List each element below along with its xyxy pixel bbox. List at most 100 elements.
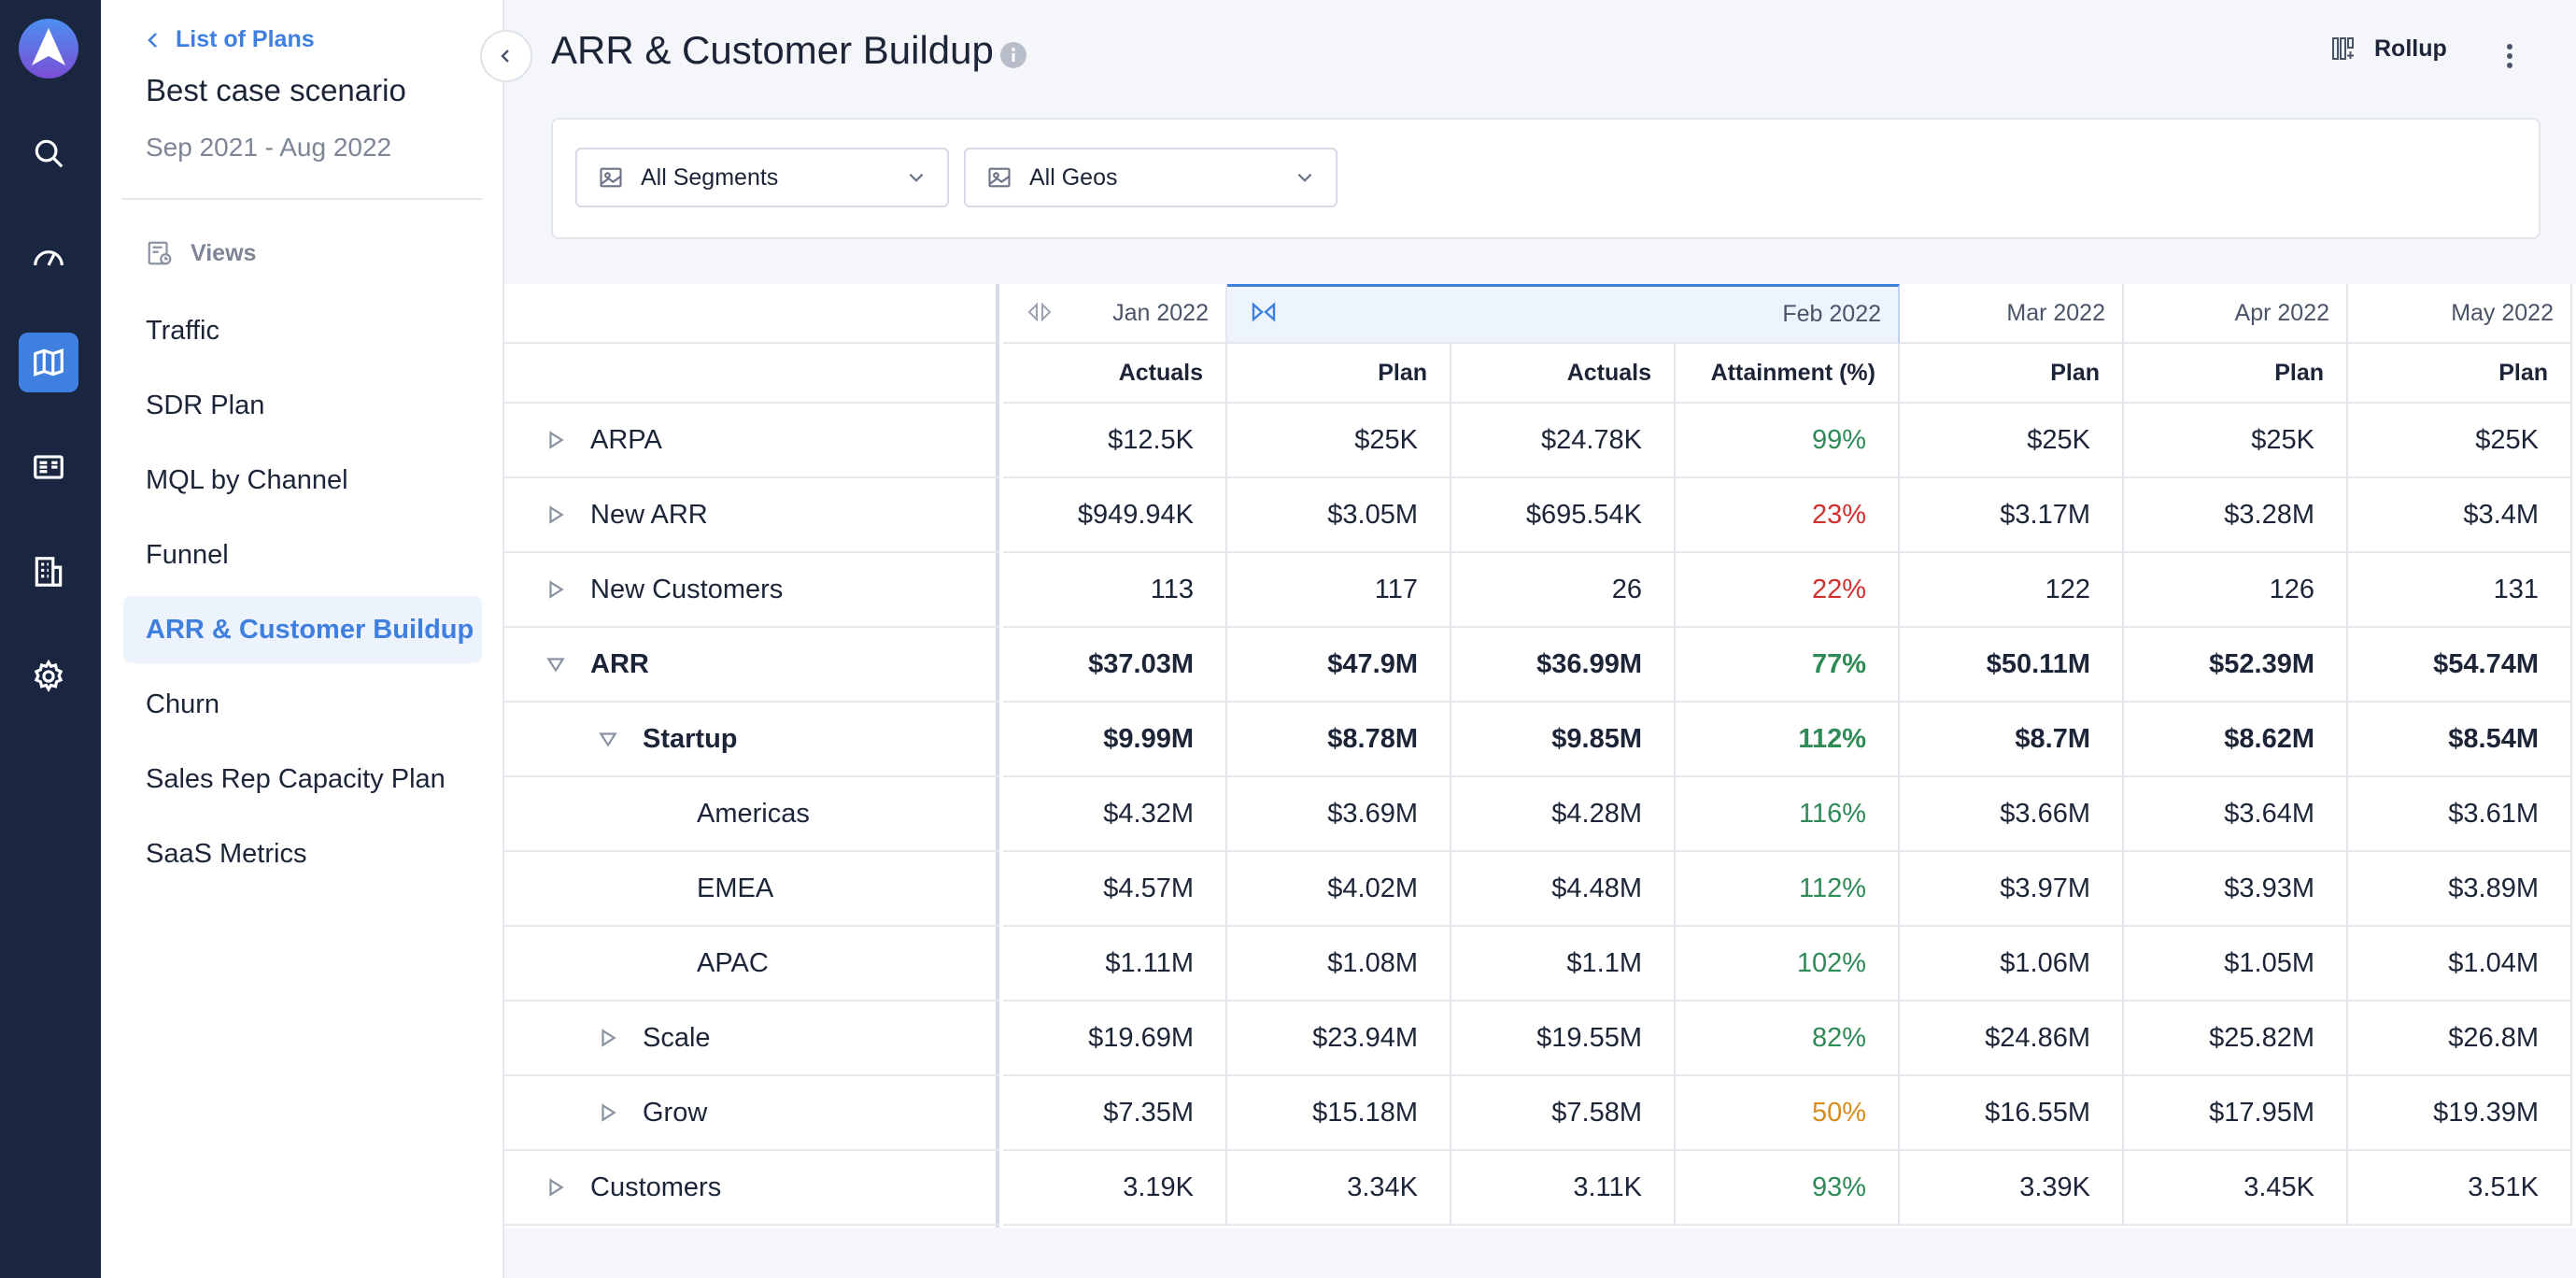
view-item-mql-by-channel[interactable]: MQL by Channel [146,464,348,495]
table-cell[interactable]: $17.95M [2124,1076,2348,1151]
expand-triangle-icon[interactable] [598,1102,618,1123]
table-row-label[interactable]: Startup [504,703,999,777]
table-cell[interactable]: $3.69M [1227,777,1451,852]
building-icon[interactable] [19,542,78,602]
table-cell[interactable]: $8.78M [1227,703,1451,777]
table-cell[interactable]: 122 [1900,553,2124,628]
table-cell[interactable]: $7.58M [1451,1076,1676,1151]
table-cell[interactable]: 22% [1676,553,1900,628]
view-item-churn[interactable]: Churn [146,689,219,719]
table-cell[interactable]: $26.8M [2348,1001,2572,1076]
table-cell[interactable]: $4.28M [1451,777,1676,852]
table-cell[interactable]: $25K [2124,404,2348,478]
table-cell[interactable]: 3.51K [2348,1151,2572,1226]
table-cell[interactable]: 3.19K [1003,1151,1227,1226]
month-header[interactable]: Apr 2022 [2124,284,2348,344]
table-cell[interactable]: 82% [1676,1001,1900,1076]
table-cell[interactable]: $1.04M [2348,927,2572,1001]
expand-triangle-icon[interactable] [545,504,566,525]
table-cell[interactable]: 3.45K [2124,1151,2348,1226]
table-cell[interactable]: $3.05M [1227,478,1451,553]
back-to-plans-link[interactable]: List of Plans [144,26,315,53]
gear-icon[interactable] [19,646,78,706]
table-cell[interactable]: 3.39K [1900,1151,2124,1226]
expand-triangle-icon[interactable] [598,1028,618,1048]
table-row-label[interactable]: Americas [504,777,999,852]
table-row-label[interactable]: EMEA [504,852,999,927]
scroll-columns-icon[interactable] [1026,301,1054,323]
table-row-label[interactable]: ARPA [504,404,999,478]
table-cell[interactable]: $19.55M [1451,1001,1676,1076]
column-header[interactable]: Plan [1227,344,1451,404]
table-cell[interactable]: $3.61M [2348,777,2572,852]
collapse-sidebar-button[interactable] [480,30,532,82]
map-icon[interactable] [19,333,78,392]
table-cell[interactable]: $1.06M [1900,927,2124,1001]
table-cell[interactable]: $1.1M [1451,927,1676,1001]
expand-triangle-icon[interactable] [545,430,566,450]
table-cell[interactable]: 26 [1451,553,1676,628]
column-header[interactable]: Actuals [1003,344,1227,404]
logo-icon[interactable] [17,17,80,80]
table-cell[interactable]: 3.11K [1451,1151,1676,1226]
table-cell[interactable]: $3.17M [1900,478,2124,553]
column-header[interactable]: Plan [2124,344,2348,404]
column-header[interactable]: Attainment (%) [1676,344,1900,404]
table-cell[interactable]: $9.99M [1003,703,1227,777]
table-cell[interactable]: $4.32M [1003,777,1227,852]
table-cell[interactable]: 126 [2124,553,2348,628]
table-row-label[interactable]: New ARR [504,478,999,553]
table-cell[interactable]: $9.85M [1451,703,1676,777]
search-icon[interactable] [19,123,78,183]
table-cell[interactable]: $4.02M [1227,852,1451,927]
table-cell[interactable]: $19.39M [2348,1076,2572,1151]
table-cell[interactable]: 99% [1676,404,1900,478]
table-cell[interactable]: $3.64M [2124,777,2348,852]
table-cell[interactable]: $23.94M [1227,1001,1451,1076]
table-row-label[interactable]: Scale [504,1001,999,1076]
table-cell[interactable]: $8.54M [2348,703,2572,777]
column-header[interactable]: Actuals [1451,344,1676,404]
table-cell[interactable]: $3.93M [2124,852,2348,927]
table-row-label[interactable]: APAC [504,927,999,1001]
table-cell[interactable]: 131 [2348,553,2572,628]
table-cell[interactable]: $7.35M [1003,1076,1227,1151]
view-item-funnel[interactable]: Funnel [146,539,229,570]
column-header[interactable]: Plan [2348,344,2572,404]
table-cell[interactable]: 117 [1227,553,1451,628]
report-icon[interactable] [19,437,78,497]
table-cell[interactable]: $1.11M [1003,927,1227,1001]
table-cell[interactable]: 113 [1003,553,1227,628]
table-cell[interactable]: $3.4M [2348,478,2572,553]
month-header[interactable]: Jan 2022 [1003,284,1227,344]
dashboard-gauge-icon[interactable] [19,228,78,288]
expand-triangle-icon[interactable] [545,1177,566,1198]
table-row-label[interactable]: Grow [504,1076,999,1151]
rollup-button[interactable]: Rollup [2329,34,2447,64]
table-row-label[interactable]: New Customers [504,553,999,628]
table-cell[interactable]: $4.48M [1451,852,1676,927]
collapse-month-icon[interactable] [1250,301,1278,323]
table-cell[interactable]: $25K [2348,404,2572,478]
table-cell[interactable]: $24.78K [1451,404,1676,478]
view-item-sales-rep-capacity-plan[interactable]: Sales Rep Capacity Plan [146,763,446,794]
table-cell[interactable]: $16.55M [1900,1076,2124,1151]
collapse-triangle-icon[interactable] [598,729,618,749]
more-options-icon[interactable] [2496,34,2524,78]
month-header[interactable]: Feb 2022 [1227,284,1900,344]
table-cell[interactable]: $15.18M [1227,1076,1451,1151]
table-row-label[interactable]: ARR [504,628,999,703]
month-header[interactable]: May 2022 [2348,284,2572,344]
table-cell[interactable]: $24.86M [1900,1001,2124,1076]
table-cell[interactable]: $25.82M [2124,1001,2348,1076]
table-cell[interactable]: $47.9M [1227,628,1451,703]
table-cell[interactable]: $54.74M [2348,628,2572,703]
view-item-saas-metrics[interactable]: SaaS Metrics [146,838,307,869]
segments-dropdown[interactable]: All Segments [575,148,949,207]
table-cell[interactable]: $3.28M [2124,478,2348,553]
table-cell[interactable]: $36.99M [1451,628,1676,703]
table-cell[interactable]: $25K [1900,404,2124,478]
table-cell[interactable]: $8.7M [1900,703,2124,777]
table-cell[interactable]: $3.89M [2348,852,2572,927]
table-cell[interactable]: 102% [1676,927,1900,1001]
